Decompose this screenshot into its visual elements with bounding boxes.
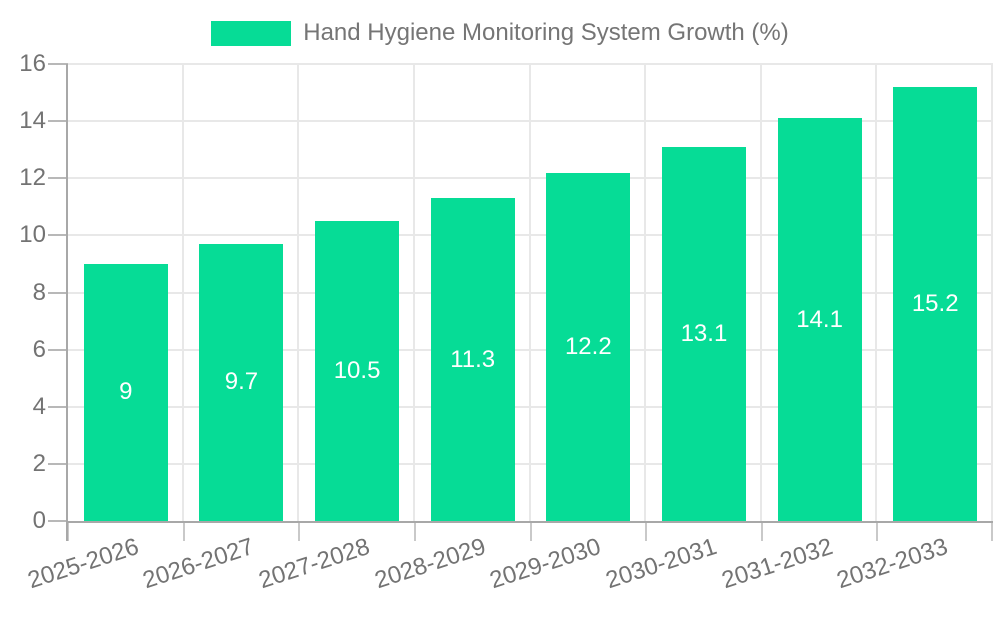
y-axis-tick — [48, 291, 68, 294]
legend-label: Hand Hygiene Monitoring System Growth (%… — [303, 19, 789, 46]
grid-line-vertical — [875, 64, 878, 521]
y-axis-label: 2 — [32, 449, 46, 477]
x-axis-tick — [645, 521, 648, 541]
x-axis-tick — [413, 521, 416, 541]
bar-chart: Hand Hygiene Monitoring System Growth (%… — [0, 19, 1000, 594]
x-axis-line — [66, 521, 993, 523]
y-axis-label: 14 — [19, 107, 46, 135]
bar-value-label: 9 — [119, 378, 133, 406]
y-axis-tick — [48, 405, 68, 408]
y-axis-tick — [48, 234, 68, 237]
grid-line-vertical — [759, 64, 762, 521]
y-axis-label: 4 — [32, 392, 46, 420]
grid-line-horizontal — [68, 462, 993, 465]
bar[interactable]: 11.3 — [430, 198, 515, 521]
grid-line-horizontal — [68, 120, 993, 123]
x-axis-tick — [529, 521, 532, 541]
y-axis-tick — [48, 462, 68, 465]
y-axis-label: 12 — [19, 164, 46, 192]
grid-line-vertical — [991, 64, 993, 521]
bar-value-label: 9.7 — [224, 368, 259, 396]
y-axis-label: 10 — [19, 221, 46, 249]
grid-line-horizontal — [68, 291, 993, 294]
bar-value-label: 15.2 — [911, 289, 959, 317]
grid-line-horizontal — [68, 405, 993, 408]
bar[interactable]: 12.2 — [546, 172, 631, 521]
y-axis-label: 8 — [32, 278, 46, 306]
y-axis-line — [66, 64, 68, 541]
y-axis-label: 0 — [32, 507, 46, 534]
bar[interactable]: 15.2 — [893, 86, 978, 521]
bar[interactable]: 9.7 — [199, 243, 284, 521]
bar-value-label: 11.3 — [450, 345, 496, 373]
y-axis-tick — [48, 120, 68, 123]
bar[interactable]: 13.1 — [661, 146, 746, 521]
bar-value-label: 14.1 — [796, 305, 843, 333]
grid-line-vertical — [644, 64, 647, 521]
y-axis-tick — [48, 63, 68, 65]
y-axis-tick — [48, 520, 68, 522]
x-axis-tick — [182, 521, 185, 541]
x-axis-tick — [298, 521, 301, 541]
bar-value-label: 13.1 — [680, 319, 728, 347]
grid-line-vertical — [297, 64, 300, 521]
bar-value-label: 10.5 — [333, 357, 381, 385]
x-axis-tick — [991, 521, 993, 541]
y-axis-label: 6 — [32, 335, 46, 363]
y-axis-tick — [48, 348, 68, 351]
grid-line-vertical — [412, 64, 415, 521]
y-axis-tick — [48, 177, 68, 180]
bar[interactable]: 14.1 — [777, 118, 862, 521]
bar[interactable]: 10.5 — [315, 221, 400, 521]
grid-line-vertical — [528, 64, 531, 521]
grid-line-horizontal — [68, 177, 993, 180]
grid-line-vertical — [181, 64, 184, 521]
legend-swatch — [211, 20, 292, 46]
legend[interactable]: Hand Hygiene Monitoring System Growth (%… — [0, 19, 1000, 47]
grid-line-horizontal — [68, 348, 993, 351]
bar-value-label: 12.2 — [564, 332, 612, 360]
x-axis-tick — [67, 521, 69, 541]
x-axis-tick — [760, 521, 763, 541]
y-axis-label: 16 — [19, 50, 46, 77]
grid-line-horizontal — [68, 234, 993, 237]
x-axis-tick — [876, 521, 879, 541]
grid-line-horizontal — [68, 63, 993, 65]
bar[interactable]: 9 — [83, 263, 168, 521]
